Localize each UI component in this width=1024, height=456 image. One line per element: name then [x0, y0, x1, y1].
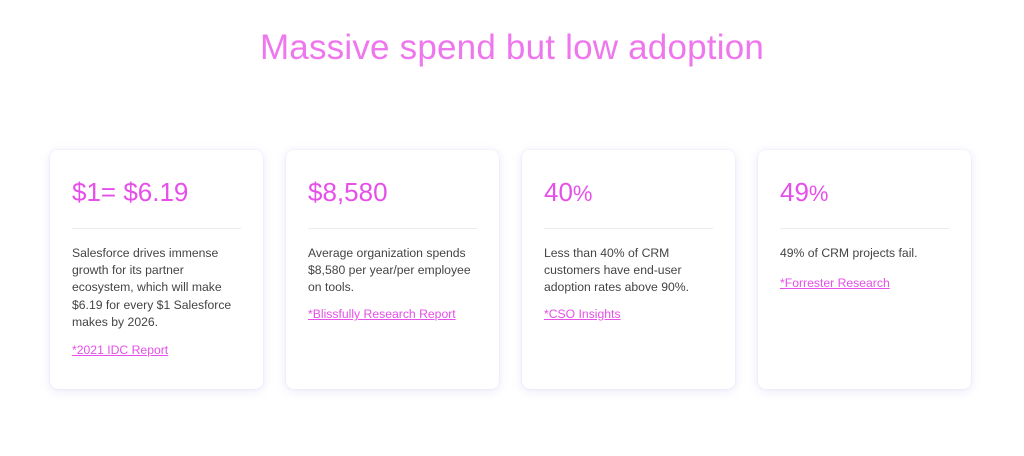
description-line: on tools. [308, 280, 355, 295]
description-line: Salesforce drives immense [72, 246, 219, 260]
stat-card-cso: 40% Less than 40% of CRM customers have … [522, 150, 735, 389]
stat-number: 49 [780, 177, 809, 207]
card-divider [780, 228, 949, 229]
stat-value: 40% [544, 177, 592, 208]
stat-value: $8,580 [308, 177, 388, 208]
card-divider [72, 228, 241, 229]
stat-value: 49% [780, 177, 828, 208]
stat-description: Average organization spends $8,580 per y… [308, 245, 481, 297]
description-line: 49% of CRM projects fail. [780, 246, 918, 260]
page-title: Massive spend but low adoption [259, 28, 765, 67]
source-link-cso[interactable]: *CSO Insights [544, 307, 621, 321]
card-divider [308, 228, 477, 229]
source-link-idc[interactable]: *2021 IDC Report [72, 343, 169, 357]
description-line: makes by 2026. [72, 314, 159, 329]
description-line: ecosystem, which will make [72, 280, 222, 295]
stat-description: Salesforce drives immense growth for its… [72, 245, 245, 331]
stat-number: $8,580 [308, 177, 388, 207]
description-line: adoption rates above 90%. [544, 280, 690, 295]
description-line: Less than 40% of CRM [544, 246, 670, 260]
source-link-blissfully[interactable]: *Blissfully Research Report [308, 307, 456, 321]
stat-number: $1= $6.19 [72, 177, 189, 207]
stat-card-blissfully: $8,580 Average organization spends $8,58… [286, 150, 499, 389]
stat-number: 40 [544, 177, 573, 207]
card-divider [544, 228, 713, 229]
stat-suffix: % [572, 181, 593, 206]
description-line: Average organization spends [308, 246, 466, 260]
description-line: $8,580 per year/per employee [308, 263, 471, 278]
stat-value: $1= $6.19 [72, 177, 188, 208]
stat-suffix: % [808, 181, 829, 206]
description-line: growth for its partner [72, 263, 184, 278]
stat-cards: $1= $6.19 Salesforce drives immense grow… [50, 150, 971, 389]
stat-description: 49% of CRM projects fail. [780, 245, 953, 262]
stat-card-forrester: 49% 49% of CRM projects fail. *Forrester… [758, 150, 971, 389]
source-link-forrester[interactable]: *Forrester Research [780, 276, 890, 290]
stat-description: Less than 40% of CRM customers have end-… [544, 245, 717, 297]
description-line: $6.19 for every $1 Salesforce [72, 297, 232, 312]
description-line: customers have end-user [544, 263, 682, 278]
stat-card-idc: $1= $6.19 Salesforce drives immense grow… [50, 150, 263, 389]
